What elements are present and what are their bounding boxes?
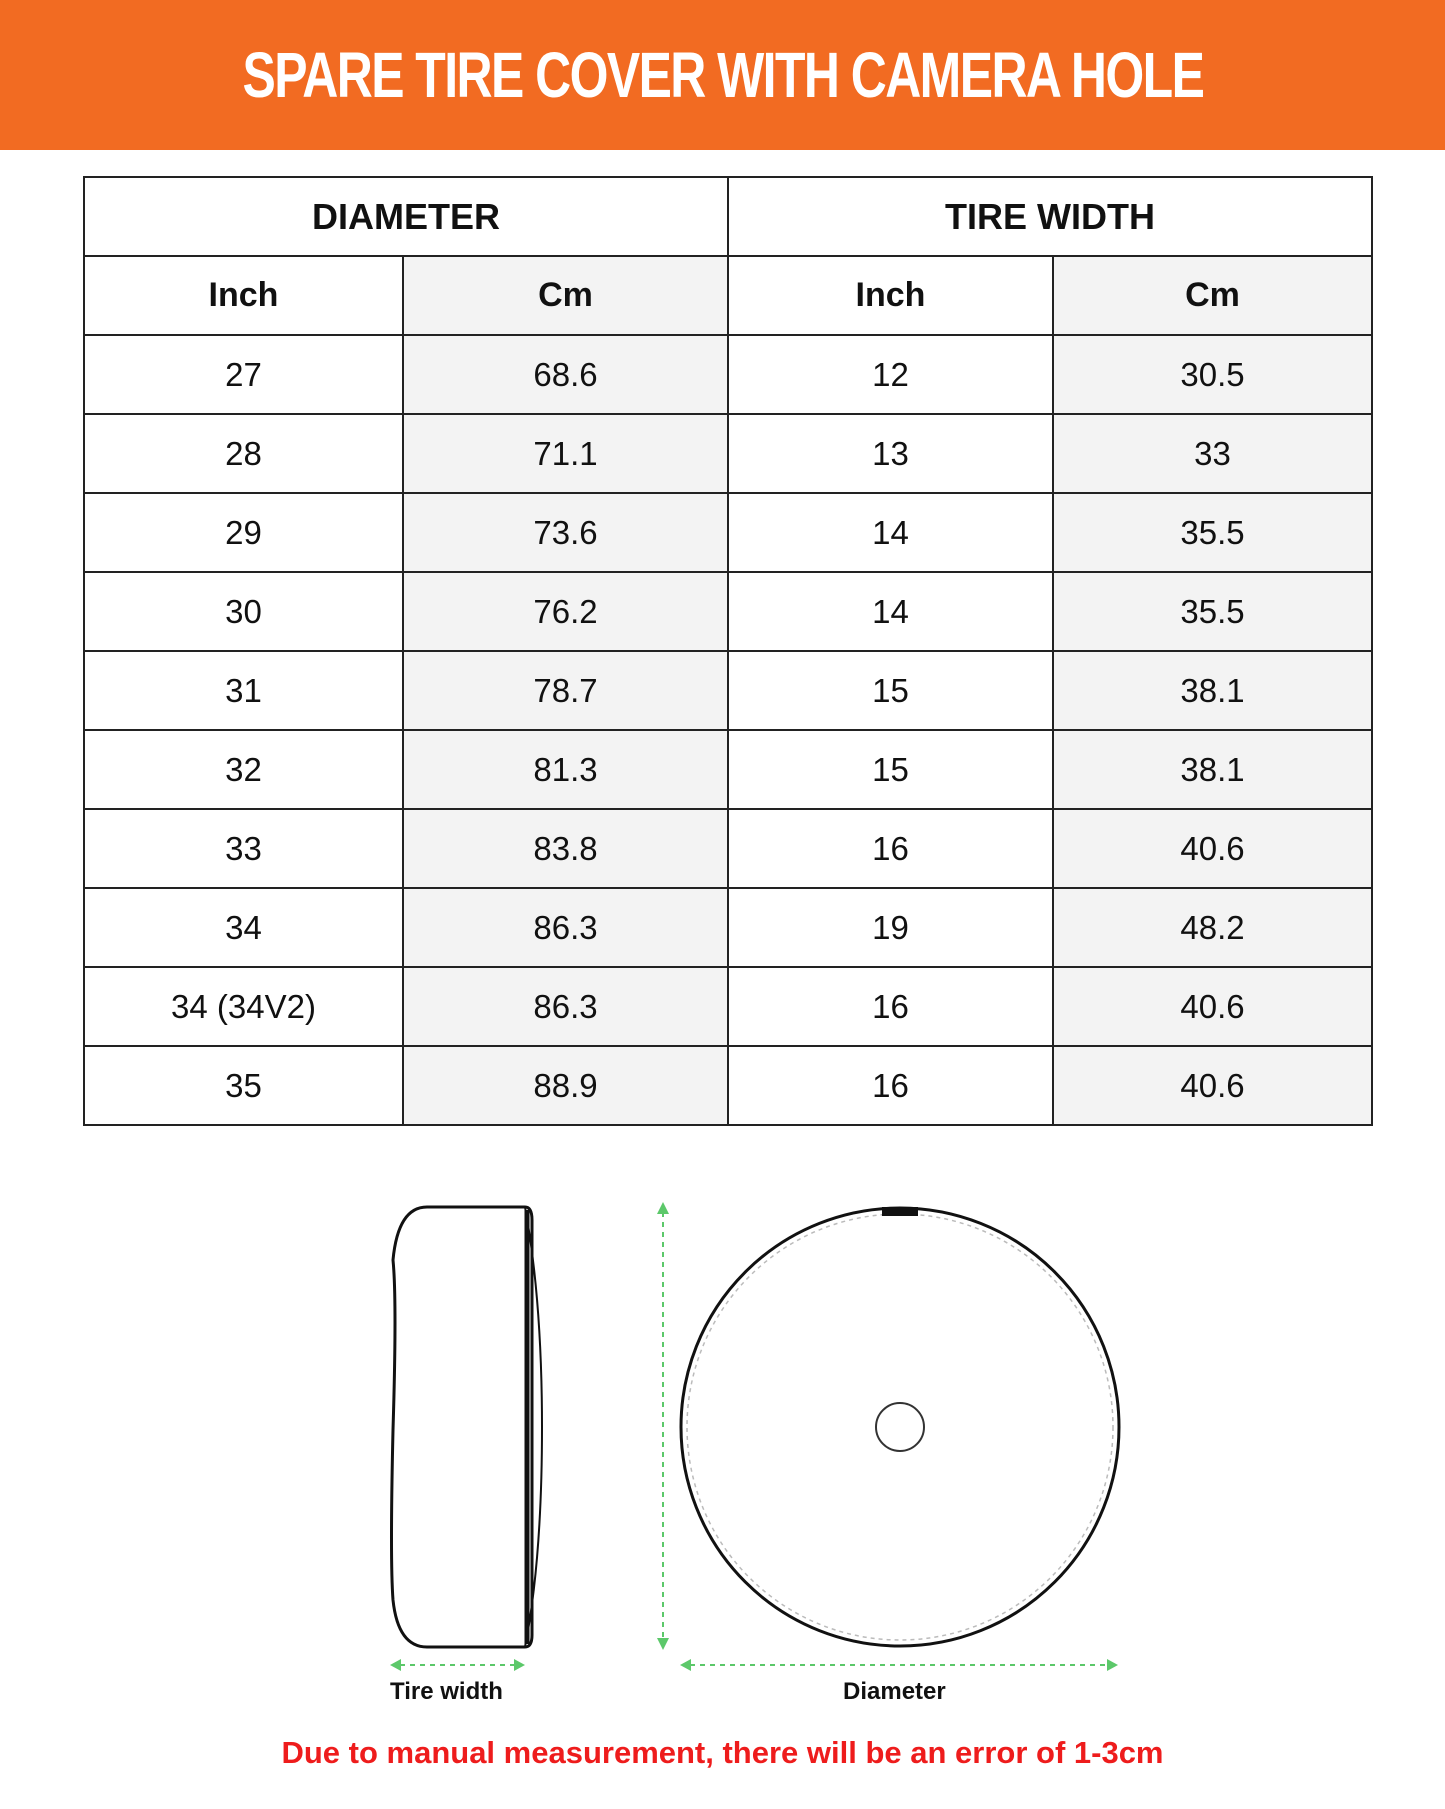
table-row: 34 86.3 19 48.2 [83, 887, 1374, 968]
tire-diagram [390, 1202, 1121, 1671]
table-cell: 33 [1051, 413, 1374, 494]
table-cell: 34 [83, 887, 404, 968]
table-row: 32 81.3 15 38.1 [83, 729, 1374, 810]
measurement-note: Due to manual measurement, there will be… [281, 1735, 1164, 1770]
table-cell: 76.2 [402, 571, 729, 652]
table-cell: 14 [727, 571, 1054, 652]
table-cell: 40.6 [1051, 808, 1374, 889]
table-cell: 40.6 [1051, 966, 1374, 1047]
table-cell: 86.3 [402, 966, 729, 1047]
diameter-horizontal-arrow [680, 1659, 1118, 1671]
table-cell: 40.6 [1051, 1045, 1374, 1126]
table-row: 31 78.7 15 38.1 [83, 650, 1374, 731]
table-cell: 14 [727, 492, 1054, 573]
group-header-tire-width: TIRE WIDTH [726, 176, 1374, 257]
table-cell: 34 (34V2) [83, 966, 404, 1047]
table-cell: 48.2 [1051, 887, 1374, 968]
diameter-label: Diameter [843, 1678, 946, 1705]
table-cell: 32 [83, 729, 404, 810]
table-cell: 13 [727, 413, 1054, 494]
group-header-diameter: DIAMETER [83, 176, 729, 257]
table-row: 28 71.1 13 33 [83, 413, 1374, 494]
column-header: Inch [83, 255, 404, 336]
title-banner: SPARE TIRE COVER WITH CAMERA HOLE [0, 0, 1445, 150]
column-header-row: Inch Cm Inch Cm [83, 255, 1374, 336]
table-cell: 86.3 [402, 887, 729, 968]
table-row: 27 68.6 12 30.5 [83, 334, 1374, 415]
tire-width-label: Tire width [390, 1678, 503, 1705]
table-cell: 81.3 [402, 729, 729, 810]
size-chart-table: DIAMETER TIRE WIDTH Inch Cm Inch Cm 27 68… [83, 176, 1374, 1126]
page-title: SPARE TIRE COVER WITH CAMERA HOLE [242, 39, 1204, 111]
diameter-vertical-arrow [657, 1202, 669, 1650]
table-row: 34 (34V2) 86.3 16 40.6 [83, 966, 1374, 1047]
table-cell: 35 [83, 1045, 404, 1126]
table-cell: 38.1 [1051, 729, 1374, 810]
table-cell: 15 [727, 650, 1054, 731]
tire-width-arrow [390, 1659, 525, 1671]
table-cell: 16 [727, 966, 1054, 1047]
table-cell: 88.9 [402, 1045, 729, 1126]
group-header-row: DIAMETER TIRE WIDTH [83, 176, 1374, 257]
table-cell: 27 [83, 334, 404, 415]
camera-hole-icon [875, 1402, 925, 1452]
table-cell: 19 [727, 887, 1054, 968]
table-cell: 16 [727, 808, 1054, 889]
table-cell: 31 [83, 650, 404, 731]
table-cell: 12 [727, 334, 1054, 415]
table-cell: 73.6 [402, 492, 729, 573]
table-cell: 15 [727, 729, 1054, 810]
column-header: Inch [727, 255, 1054, 336]
table-cell: 28 [83, 413, 404, 494]
table-cell: 83.8 [402, 808, 729, 889]
table-cell: 35.5 [1051, 492, 1374, 573]
table-cell: 33 [83, 808, 404, 889]
column-header: Cm [402, 255, 729, 336]
table-cell: 30 [83, 571, 404, 652]
table-row: 33 83.8 16 40.6 [83, 808, 1374, 889]
table-cell: 35.5 [1051, 571, 1374, 652]
column-header: Cm [1051, 255, 1374, 336]
table-cell: 30.5 [1051, 334, 1374, 415]
side-view-shape [390, 1205, 544, 1649]
table-cell: 68.6 [402, 334, 729, 415]
table-cell: 29 [83, 492, 404, 573]
front-view-shape [679, 1206, 1121, 1648]
camera-slot [882, 1207, 918, 1216]
table-row: 29 73.6 14 35.5 [83, 492, 1374, 573]
table-cell: 78.7 [402, 650, 729, 731]
table-row: 30 76.2 14 35.5 [83, 571, 1374, 652]
table-cell: 38.1 [1051, 650, 1374, 731]
table-row: 35 88.9 16 40.6 [83, 1045, 1374, 1126]
table-cell: 71.1 [402, 413, 729, 494]
table-cell: 16 [727, 1045, 1054, 1126]
